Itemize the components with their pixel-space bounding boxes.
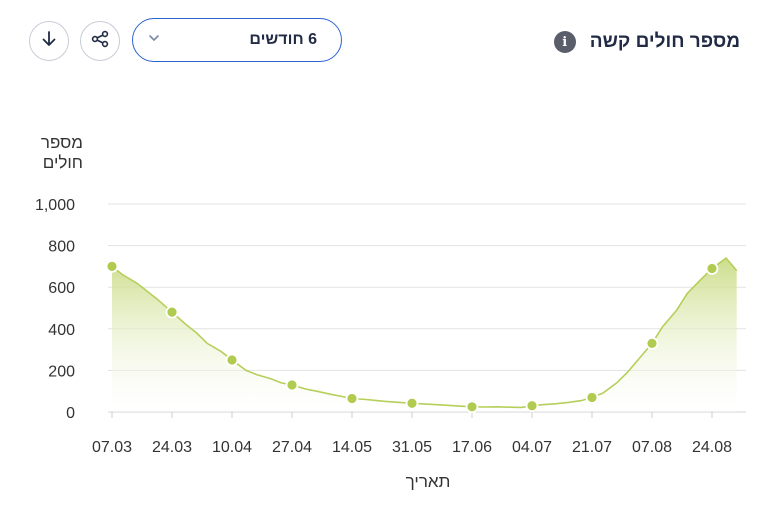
x-tick-label: 07.03 (92, 439, 132, 456)
data-point (645, 336, 659, 350)
x-axis-label: תאריך (406, 472, 451, 491)
share-button[interactable] (80, 21, 120, 61)
data-point (165, 305, 179, 319)
x-tick-label: 31.05 (392, 439, 432, 456)
chart-title: מספר חולים קשה (589, 31, 740, 52)
data-point (285, 378, 299, 392)
y-tick-label: 400 (48, 322, 75, 339)
chart-header: מספר חולים קשה i (553, 28, 740, 56)
series-area (111, 257, 738, 412)
period-dropdown[interactable]: 6 חודשים (132, 18, 342, 62)
x-tick-label: 07.08 (632, 439, 672, 456)
download-icon (39, 29, 59, 54)
data-point (705, 262, 719, 275)
x-tick-label: 27.04 (272, 439, 312, 456)
x-tick-label: 10.04 (212, 439, 252, 456)
data-point (585, 391, 599, 404)
data-point (405, 396, 419, 410)
data-point (225, 353, 239, 367)
series-area-fill (112, 258, 737, 412)
x-tick-label: 21.07 (572, 439, 612, 456)
x-tick-label: 17.06 (452, 439, 492, 456)
y-tick-label: 200 (48, 363, 75, 380)
chevron-down-icon (147, 31, 161, 50)
y-axis-label-line1: מספר (41, 133, 83, 152)
x-tick-label: 24.08 (692, 439, 732, 456)
series-line (111, 257, 738, 409)
x-tick-label: 14.05 (332, 439, 372, 456)
x-tick-label: 04.07 (512, 439, 552, 456)
info-icon[interactable]: i (553, 31, 576, 53)
data-point (345, 392, 359, 405)
y-axis-ticks: 0 200 400 600 800 1,000 (35, 197, 75, 422)
x-tick-label: 24.03 (152, 439, 192, 456)
x-axis-ticks: 07.03 24.03 10.04 27.04 14.05 31.05 17.06 04.07… (92, 412, 732, 456)
data-point (105, 259, 119, 273)
y-axis-label-line2: חולים (43, 153, 83, 172)
y-tick-label: 0 (66, 405, 75, 422)
data-markers (105, 259, 719, 414)
share-icon (90, 29, 110, 54)
y-tick-label: 800 (48, 239, 75, 256)
data-point (525, 399, 539, 413)
data-point (465, 400, 479, 414)
download-button[interactable] (29, 21, 69, 61)
period-dropdown-value: 6 חודשים (249, 31, 317, 48)
y-tick-label: 600 (48, 280, 75, 297)
y-tick-label: 1,000 (35, 197, 75, 214)
